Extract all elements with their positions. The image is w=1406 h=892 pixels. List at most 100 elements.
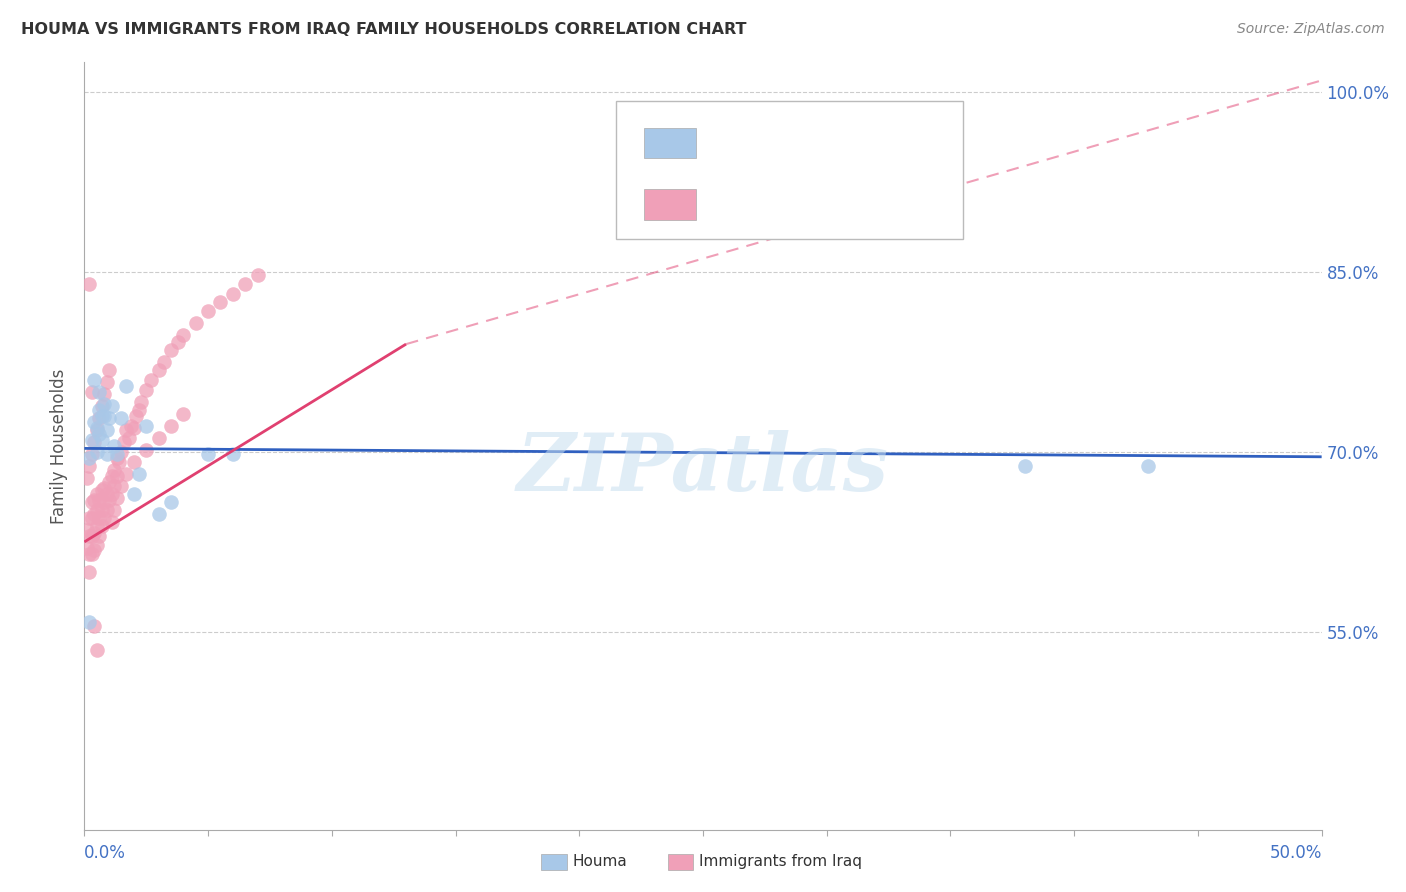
Point bbox=[89, 511, 111, 525]
Point bbox=[148, 363, 170, 377]
Point bbox=[167, 334, 190, 349]
Point bbox=[103, 463, 125, 477]
Point bbox=[76, 541, 98, 555]
Point bbox=[100, 487, 122, 501]
Point bbox=[93, 387, 115, 401]
Point bbox=[76, 523, 98, 537]
Point bbox=[246, 268, 269, 282]
Text: 84: 84 bbox=[901, 202, 922, 218]
Point bbox=[128, 467, 150, 481]
Point bbox=[122, 421, 145, 435]
Point bbox=[76, 471, 98, 485]
Point bbox=[83, 415, 105, 429]
Point bbox=[79, 450, 101, 465]
Point bbox=[103, 439, 125, 453]
Point bbox=[80, 495, 103, 509]
Point bbox=[141, 373, 163, 387]
Point bbox=[197, 303, 219, 318]
Point bbox=[98, 363, 121, 377]
Text: R =: R = bbox=[709, 202, 742, 218]
Point bbox=[112, 435, 135, 450]
Point bbox=[79, 547, 101, 561]
Text: 0.0%: 0.0% bbox=[84, 844, 127, 862]
Point bbox=[93, 511, 115, 525]
Point bbox=[79, 459, 101, 474]
Point bbox=[80, 547, 103, 561]
Point bbox=[184, 316, 207, 330]
Point bbox=[115, 424, 138, 438]
Point bbox=[1137, 459, 1160, 474]
FancyBboxPatch shape bbox=[644, 189, 696, 219]
Point bbox=[83, 526, 105, 541]
Point bbox=[96, 502, 118, 516]
Point bbox=[80, 529, 103, 543]
Point bbox=[96, 487, 118, 501]
Point bbox=[105, 469, 128, 483]
Point bbox=[115, 467, 138, 481]
Point bbox=[80, 447, 103, 461]
Point bbox=[122, 454, 145, 468]
Point bbox=[86, 424, 108, 438]
Point bbox=[103, 502, 125, 516]
Point bbox=[110, 478, 132, 492]
Point bbox=[118, 431, 141, 445]
Point bbox=[90, 483, 112, 498]
Point bbox=[160, 343, 183, 357]
Point bbox=[105, 450, 128, 465]
Point bbox=[93, 481, 115, 495]
Point bbox=[160, 418, 183, 433]
Point bbox=[172, 327, 194, 342]
Text: Immigrants from Iraq: Immigrants from Iraq bbox=[699, 855, 862, 869]
Y-axis label: Family Households: Family Households bbox=[51, 368, 69, 524]
Text: ZIPatlas: ZIPatlas bbox=[517, 430, 889, 508]
Point bbox=[86, 519, 108, 533]
Point bbox=[89, 492, 111, 507]
Point bbox=[152, 355, 174, 369]
Point bbox=[222, 286, 245, 301]
Point bbox=[98, 475, 121, 489]
Point bbox=[148, 508, 170, 522]
Point bbox=[120, 418, 142, 433]
Point bbox=[80, 385, 103, 400]
Text: HOUMA VS IMMIGRANTS FROM IRAQ FAMILY HOUSEHOLDS CORRELATION CHART: HOUMA VS IMMIGRANTS FROM IRAQ FAMILY HOU… bbox=[21, 22, 747, 37]
Point bbox=[80, 433, 103, 447]
Point bbox=[197, 447, 219, 461]
Point bbox=[83, 508, 105, 522]
Point bbox=[110, 445, 132, 459]
Point bbox=[135, 442, 157, 457]
Point bbox=[89, 403, 111, 417]
Point bbox=[105, 447, 128, 461]
Point bbox=[100, 400, 122, 414]
Point bbox=[148, 431, 170, 445]
FancyBboxPatch shape bbox=[644, 128, 696, 158]
Point bbox=[233, 277, 256, 292]
Point bbox=[80, 511, 103, 525]
Point bbox=[79, 277, 101, 292]
Point bbox=[90, 433, 112, 447]
FancyBboxPatch shape bbox=[616, 101, 963, 239]
Point bbox=[93, 495, 115, 509]
Point bbox=[83, 373, 105, 387]
Point bbox=[90, 502, 112, 516]
Point bbox=[86, 642, 108, 657]
Text: R =: R = bbox=[709, 142, 742, 156]
Point bbox=[79, 565, 101, 579]
Point bbox=[89, 411, 111, 425]
Text: N =: N = bbox=[845, 202, 879, 218]
Point bbox=[79, 511, 101, 525]
Text: 0.364: 0.364 bbox=[765, 202, 813, 218]
Point bbox=[96, 447, 118, 461]
Point bbox=[96, 424, 118, 438]
Text: N =: N = bbox=[845, 142, 879, 156]
Point bbox=[129, 394, 152, 409]
Point bbox=[93, 409, 115, 423]
Point bbox=[89, 385, 111, 400]
Point bbox=[93, 397, 115, 411]
Point bbox=[103, 478, 125, 492]
Text: Houma: Houma bbox=[572, 855, 627, 869]
Point bbox=[135, 383, 157, 397]
Point bbox=[89, 427, 111, 442]
Point bbox=[98, 492, 121, 507]
Point bbox=[160, 495, 183, 509]
Point bbox=[1014, 459, 1036, 474]
